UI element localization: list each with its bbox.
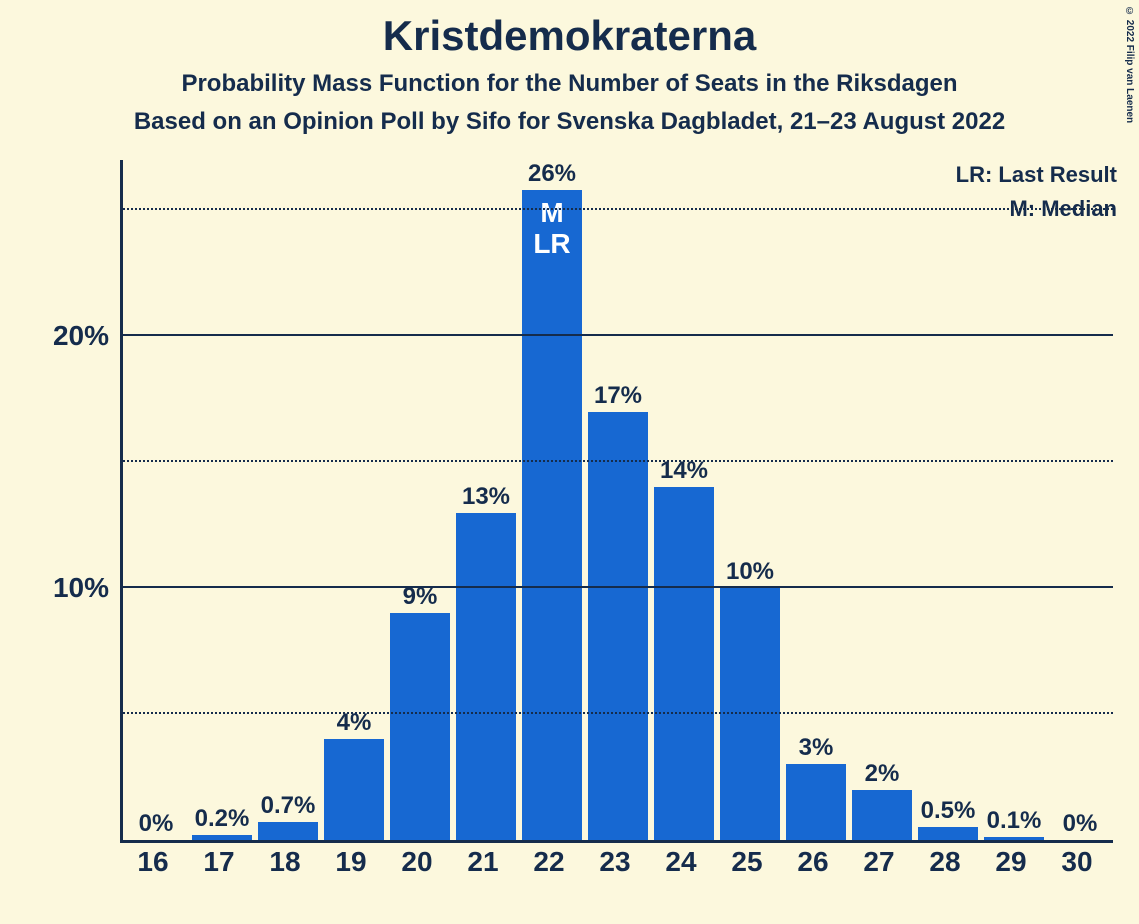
chart-page: © 2022 Filip van Laenen Kristdemokratern… bbox=[0, 0, 1139, 924]
x-axis-label: 21 bbox=[450, 846, 516, 878]
bar bbox=[258, 822, 319, 840]
bar-value-label: 2% bbox=[865, 760, 900, 788]
x-axis-label: 19 bbox=[318, 846, 384, 878]
bars-container: 0% 0.2% 0.7%4%9% 13% 26% MLR 17% 14% 10% 3% 2% 0.5%… bbox=[123, 160, 1113, 840]
x-axis-label: 22 bbox=[516, 846, 582, 878]
bar-value-label: 13% bbox=[462, 483, 510, 511]
bar-value-label: 0.1% bbox=[987, 807, 1042, 835]
gridline-minor bbox=[123, 712, 1113, 714]
x-axis-label: 26 bbox=[780, 846, 846, 878]
bar-inner-label: MLR bbox=[533, 198, 570, 260]
y-axis-label: 20% bbox=[53, 320, 109, 352]
bar-slot: 0.1% bbox=[981, 160, 1047, 840]
bar bbox=[786, 764, 847, 840]
bar bbox=[852, 790, 913, 840]
x-axis-label: 30 bbox=[1044, 846, 1110, 878]
bar bbox=[324, 739, 385, 840]
bar-value-label: 3% bbox=[799, 734, 834, 762]
x-axis-label: 18 bbox=[252, 846, 318, 878]
bar-slot: 0% bbox=[1047, 160, 1113, 840]
bar-slot: 4% bbox=[321, 160, 387, 840]
bar bbox=[654, 487, 715, 840]
bar-slot: 9% bbox=[387, 160, 453, 840]
y-axis-label: 10% bbox=[53, 572, 109, 604]
bar bbox=[456, 513, 517, 840]
bar-slot: 17% bbox=[585, 160, 651, 840]
x-axis-label: 24 bbox=[648, 846, 714, 878]
bar-value-label: 0% bbox=[139, 810, 174, 838]
bar-value-label: 10% bbox=[726, 558, 774, 586]
x-axis-label: 17 bbox=[186, 846, 252, 878]
bar-slot: 0% bbox=[123, 160, 189, 840]
x-axis-label: 29 bbox=[978, 846, 1044, 878]
bar-value-label: 0.2% bbox=[195, 805, 250, 833]
bar-value-label: 17% bbox=[594, 382, 642, 410]
bar-slot: 26% MLR bbox=[519, 160, 585, 840]
gridline-minor bbox=[123, 460, 1113, 462]
bar bbox=[984, 837, 1045, 840]
x-axis-label: 20 bbox=[384, 846, 450, 878]
bar-slot: 10% bbox=[717, 160, 783, 840]
bar-value-label: 0% bbox=[1063, 810, 1098, 838]
x-axis-label: 25 bbox=[714, 846, 780, 878]
gridline-minor bbox=[123, 208, 1113, 210]
bar bbox=[192, 835, 253, 840]
bar bbox=[720, 588, 781, 840]
chart-subtitle-1: Probability Mass Function for the Number… bbox=[0, 70, 1139, 98]
bar-slot: 2% bbox=[849, 160, 915, 840]
bar bbox=[390, 613, 451, 840]
x-axis-label: 27 bbox=[846, 846, 912, 878]
bar-slot: 14% bbox=[651, 160, 717, 840]
x-axis-labels: 161718192021222324252627282930 bbox=[120, 846, 1110, 878]
bar-value-label: 26% bbox=[528, 160, 576, 188]
bar-slot: 0.2% bbox=[189, 160, 255, 840]
plot-area: 0% 0.2% 0.7%4%9% 13% 26% MLR 17% 14% 10% 3% 2% 0.5%… bbox=[120, 160, 1113, 843]
bar-slot: 0.7% bbox=[255, 160, 321, 840]
gridline-major bbox=[123, 586, 1113, 588]
chart-title: Kristdemokraterna bbox=[0, 12, 1139, 60]
bar-slot: 0.5% bbox=[915, 160, 981, 840]
bar bbox=[918, 827, 979, 840]
bar-slot: 3% bbox=[783, 160, 849, 840]
x-axis-label: 16 bbox=[120, 846, 186, 878]
bar: MLR bbox=[522, 190, 583, 840]
chart-subtitle-2: Based on an Opinion Poll by Sifo for Sve… bbox=[0, 108, 1139, 136]
bar-value-label: 0.5% bbox=[921, 797, 976, 825]
x-axis-label: 23 bbox=[582, 846, 648, 878]
x-axis-label: 28 bbox=[912, 846, 978, 878]
bar-slot: 13% bbox=[453, 160, 519, 840]
bar bbox=[588, 412, 649, 840]
gridline-major bbox=[123, 334, 1113, 336]
bar-value-label: 0.7% bbox=[261, 792, 316, 820]
